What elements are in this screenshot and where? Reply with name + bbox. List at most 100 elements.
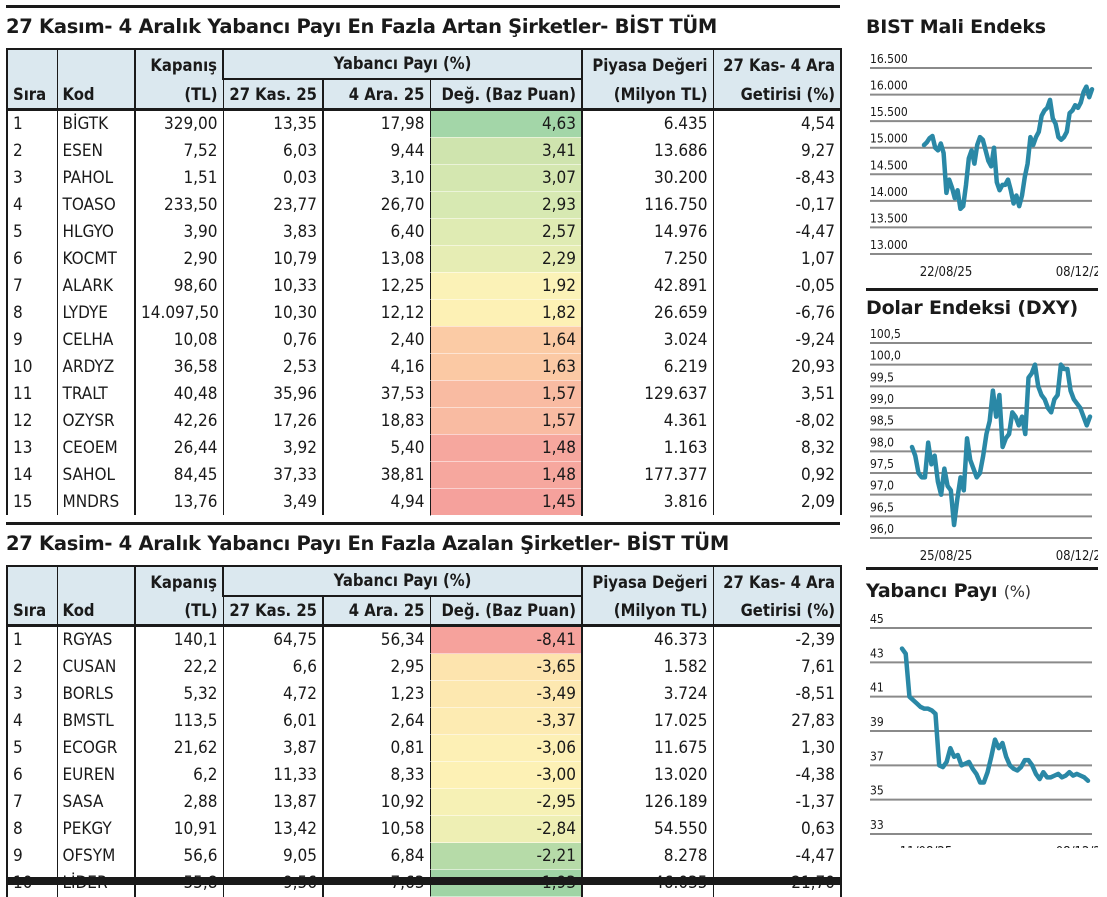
cell-d2: 38,81 bbox=[323, 461, 430, 488]
cell-deg: -3,00 bbox=[430, 762, 582, 789]
header-sira-top bbox=[7, 566, 57, 596]
series-line bbox=[902, 649, 1088, 783]
header-date1: 27 Kas. 25 bbox=[223, 596, 323, 626]
cell-d1: 17,26 bbox=[223, 407, 323, 434]
cell-getiri: -2,39 bbox=[713, 626, 841, 654]
cell-kapanis: 22,2 bbox=[135, 654, 223, 681]
cell-piyasa: 7.250 bbox=[582, 245, 713, 272]
cell-d2: 1,23 bbox=[323, 681, 430, 708]
y-tick-label: 100,0 bbox=[870, 349, 901, 363]
cell-d1: 3,92 bbox=[223, 434, 323, 461]
cell-kod: OFSYM bbox=[57, 843, 135, 870]
chart-title-unit: (%) bbox=[1004, 582, 1031, 601]
cell-sira: 3 bbox=[7, 164, 57, 191]
cell-d1: 10,79 bbox=[223, 245, 323, 272]
table-up: Kapanış Yabancı Payı (%) Piyasa Değeri 2… bbox=[6, 48, 842, 516]
header-kod: Kod bbox=[57, 596, 135, 626]
cell-kod: ALARK bbox=[57, 272, 135, 299]
cell-kapanis: 2,90 bbox=[135, 245, 223, 272]
header-kapanis: Kapanış bbox=[135, 49, 223, 79]
chart-bist-mali-svg: 16.50016.00015.50015.00014.50014.00013.5… bbox=[866, 44, 1098, 284]
cell-d2: 10,58 bbox=[323, 816, 430, 843]
y-tick-label: 41 bbox=[870, 681, 884, 695]
header-deg: Değ. (Baz Puan) bbox=[430, 596, 582, 626]
cell-kod: SAHOL bbox=[57, 461, 135, 488]
cell-kod: CEOEM bbox=[57, 434, 135, 461]
cell-sira: 9 bbox=[7, 843, 57, 870]
cell-deg: 3,41 bbox=[430, 137, 582, 164]
cell-kapanis: 36,58 bbox=[135, 353, 223, 380]
cell-d2: 6,84 bbox=[323, 843, 430, 870]
cell-piyasa: 11.675 bbox=[582, 735, 713, 762]
cell-deg: 2,29 bbox=[430, 245, 582, 272]
header-kod-top bbox=[57, 566, 135, 596]
cell-kod: ARDYZ bbox=[57, 353, 135, 380]
header-sira-top bbox=[7, 49, 57, 79]
cell-d1: 35,96 bbox=[223, 380, 323, 407]
cell-d1: 6,6 bbox=[223, 654, 323, 681]
cell-d2: 26,70 bbox=[323, 191, 430, 218]
cell-kod: HLGYO bbox=[57, 218, 135, 245]
x-tick-label: 25/08/25 bbox=[920, 549, 973, 563]
cell-kod: RGYAS bbox=[57, 626, 135, 654]
cell-d1: 2,53 bbox=[223, 353, 323, 380]
tables-panel: 27 Kasım- 4 Aralık Yabancı Payı En Fazla… bbox=[6, 5, 840, 897]
cell-getiri: 0,63 bbox=[713, 816, 841, 843]
cell-d2: 2,95 bbox=[323, 654, 430, 681]
cell-d2: 2,40 bbox=[323, 326, 430, 353]
header-getiri-unit: Getirisi (%) bbox=[713, 596, 841, 626]
cell-d2: 3,10 bbox=[323, 164, 430, 191]
cell-sira: 10 bbox=[7, 353, 57, 380]
cell-sira: 8 bbox=[7, 816, 57, 843]
cell-kod: EUREN bbox=[57, 762, 135, 789]
cell-kod: MNDRS bbox=[57, 488, 135, 515]
header-piyasa-unit: (Milyon TL) bbox=[582, 596, 713, 626]
cell-piyasa: 42.891 bbox=[582, 272, 713, 299]
cell-getiri: 8,32 bbox=[713, 434, 841, 461]
cell-kod: PEKGY bbox=[57, 816, 135, 843]
cell-piyasa: 30.200 bbox=[582, 164, 713, 191]
cell-kapanis: 1,51 bbox=[135, 164, 223, 191]
header-yabanci-payi: Yabancı Payı (%) bbox=[223, 566, 582, 596]
cell-getiri: 27,83 bbox=[713, 708, 841, 735]
header-sira: Sıra bbox=[7, 596, 57, 626]
cell-d1: 37,33 bbox=[223, 461, 323, 488]
cell-kod: KOCMT bbox=[57, 245, 135, 272]
cell-deg: 1,64 bbox=[430, 326, 582, 353]
header-kod-top bbox=[57, 49, 135, 79]
cell-d1: 11,33 bbox=[223, 762, 323, 789]
cell-sira: 1 bbox=[7, 626, 57, 654]
header-kapanis-unit: (TL) bbox=[135, 596, 223, 626]
cell-deg: -8,41 bbox=[430, 626, 582, 654]
cell-sira: 5 bbox=[7, 218, 57, 245]
cell-kapanis: 13,76 bbox=[135, 488, 223, 515]
y-tick-label: 99,0 bbox=[870, 392, 894, 406]
cell-kapanis: 26,44 bbox=[135, 434, 223, 461]
x-tick-label: 22/08/25 bbox=[920, 265, 973, 280]
cell-d2: 37,53 bbox=[323, 380, 430, 407]
cell-piyasa: 3.724 bbox=[582, 681, 713, 708]
cell-deg: 1,63 bbox=[430, 353, 582, 380]
cell-deg: -3,06 bbox=[430, 735, 582, 762]
cell-piyasa: 6.435 bbox=[582, 109, 713, 137]
cell-sira: 2 bbox=[7, 654, 57, 681]
cell-sira: 7 bbox=[7, 789, 57, 816]
y-tick-label: 15.500 bbox=[870, 105, 908, 119]
header-deg: Değ. (Baz Puan) bbox=[430, 79, 582, 109]
cell-getiri: 1,30 bbox=[713, 735, 841, 762]
x-tick-label: 08/12/25 bbox=[1056, 265, 1098, 280]
y-tick-label: 98,0 bbox=[870, 435, 894, 449]
cell-deg: 1,48 bbox=[430, 434, 582, 461]
cell-d2: 10,92 bbox=[323, 789, 430, 816]
cell-kapanis: 14.097,50 bbox=[135, 299, 223, 326]
